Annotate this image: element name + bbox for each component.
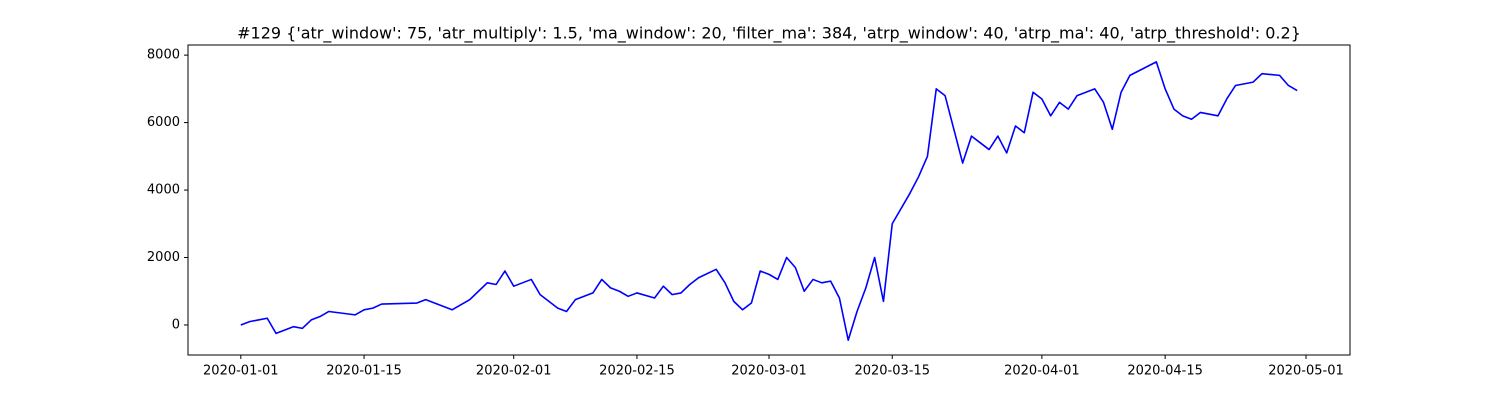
chart-title: #129 {'atr_window': 75, 'atr_multiply': … [237, 24, 1301, 44]
y-tick-label: 4000 [147, 183, 180, 198]
x-tick-label: 2020-02-01 [476, 364, 552, 379]
x-tick-label: 2020-01-01 [203, 364, 279, 379]
x-tick-label: 2020-02-15 [599, 364, 675, 379]
plot-frame [187, 44, 1351, 356]
y-tick-label: 2000 [147, 250, 180, 265]
y-tick-label: 0 [172, 317, 180, 332]
y-tick-label: 8000 [147, 48, 180, 63]
x-tick-label: 2020-03-15 [854, 364, 930, 379]
x-tick-label: 2020-04-15 [1127, 364, 1203, 379]
x-tick-label: 2020-05-01 [1268, 364, 1344, 379]
data-line [240, 61, 1298, 341]
x-tick-label: 2020-04-01 [1004, 364, 1080, 379]
x-tick-label: 2020-03-01 [731, 364, 807, 379]
y-tick-label: 6000 [147, 115, 180, 130]
x-tick-label: 2020-01-15 [326, 364, 402, 379]
